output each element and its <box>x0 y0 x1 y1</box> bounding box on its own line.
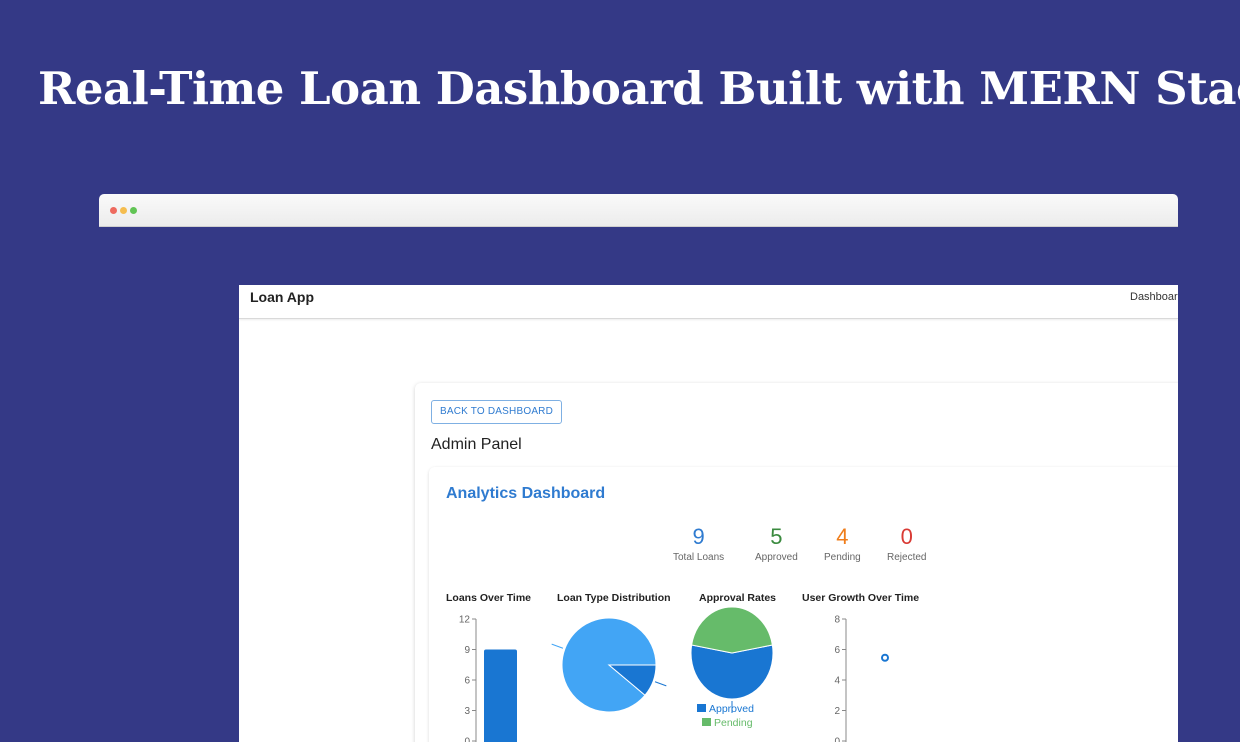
nav-link-dashboard[interactable]: Dashboar <box>1130 291 1178 303</box>
stat-label: Pending <box>824 552 861 563</box>
hero-title: Real-Time Loan Dashboard Built with MERN… <box>38 62 1240 115</box>
analytics-dashboard-title: Analytics Dashboard <box>446 485 606 502</box>
legend-swatch <box>702 718 711 726</box>
approval-rates-chart: Approved Pending <box>691 607 774 729</box>
browser-window-bar <box>99 194 1178 227</box>
chart-title-loan-type-distribution: Loan Type Distribution <box>557 592 671 604</box>
stat-value: 9 <box>692 524 705 549</box>
approval-slice <box>691 644 774 700</box>
y-tick-label: 6 <box>834 645 840 656</box>
page-title: Admin Panel <box>431 436 522 453</box>
window-close-dot-icon[interactable] <box>110 207 117 214</box>
y-tick-label: 0 <box>464 737 470 742</box>
scatter-point <box>881 653 889 662</box>
chart-title-user-growth: User Growth Over Time <box>802 592 920 604</box>
y-tick-label: 12 <box>459 615 471 626</box>
legend-swatch <box>697 704 706 712</box>
stat-label: Approved <box>755 552 798 563</box>
user-growth-chart: 8 6 4 2 0 <box>834 615 889 742</box>
y-tick-label: 3 <box>464 706 470 717</box>
chart-title-loans-over-time: Loans Over Time <box>446 592 532 604</box>
loan-type-slice <box>607 664 657 696</box>
stat-approved: 5 Approved <box>755 524 798 564</box>
stat-value: 5 <box>770 524 783 549</box>
bar <box>484 649 517 742</box>
y-tick-label: 6 <box>464 676 470 687</box>
y-tick-label: 8 <box>834 615 840 626</box>
loan-type-distribution-chart <box>551 617 667 713</box>
analytics-section: Analytics Dashboard 9 Total Loans 5 Appr… <box>429 467 1178 742</box>
stat-total-loans: 9 Total Loans <box>673 524 725 564</box>
stat-label: Rejected <box>887 552 927 563</box>
window-minimize-dot-icon[interactable] <box>120 207 127 214</box>
loan-type-leader-line <box>654 681 667 687</box>
stat-pending: 4 Pending <box>824 524 861 564</box>
chart-title-approval-rates: Approval Rates <box>699 592 777 604</box>
stat-label: Total Loans <box>673 552 725 563</box>
y-tick-label: 9 <box>464 645 470 656</box>
window-maximize-dot-icon[interactable] <box>130 207 137 214</box>
stat-rejected: 0 Rejected <box>887 524 927 564</box>
app-screenshot: Loan App Dashboar BACK TO DASHBOARD Admi… <box>239 285 1178 742</box>
app-brand[interactable]: Loan App <box>250 289 315 305</box>
legend-label-pending: Pending <box>714 717 753 729</box>
loans-over-time-chart: 12 9 6 3 0 <box>459 615 517 742</box>
admin-panel-card: BACK TO DASHBOARD Admin Panel Analytics … <box>415 383 1178 742</box>
y-tick-label: 0 <box>834 737 840 742</box>
stat-value: 0 <box>900 524 913 549</box>
y-tick-label: 2 <box>834 706 840 717</box>
back-to-dashboard-button[interactable]: BACK TO DASHBOARD <box>431 400 562 424</box>
approval-slice <box>691 607 773 654</box>
stat-value: 4 <box>836 524 849 549</box>
loan-type-leader-line <box>551 643 564 649</box>
app-navbar: Loan App Dashboar <box>239 285 1178 319</box>
y-tick-label: 4 <box>834 676 840 687</box>
legend-label-approved: Approved <box>709 703 754 715</box>
